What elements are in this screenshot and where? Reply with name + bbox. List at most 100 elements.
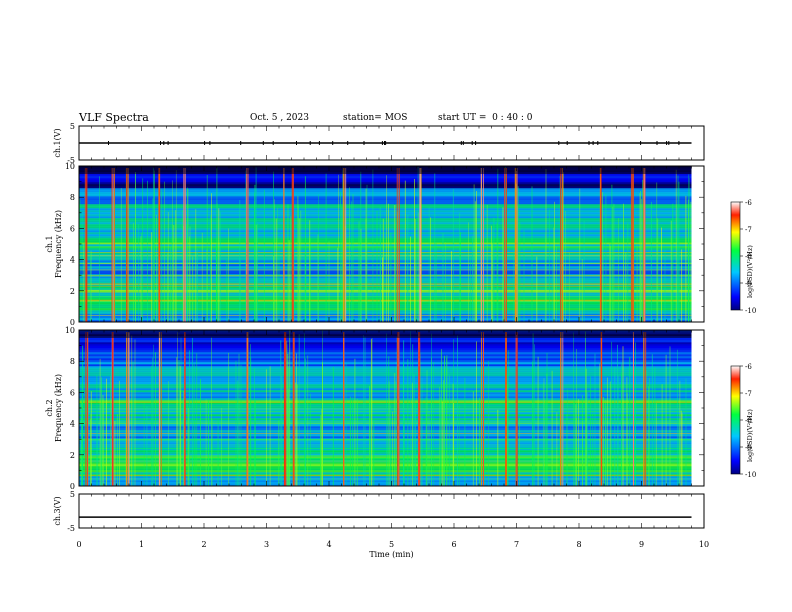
frequency-band [79, 262, 692, 265]
frequency-band [79, 212, 692, 215]
frequency-band [79, 282, 692, 285]
frequency-band [79, 310, 692, 313]
frequency-band [79, 250, 692, 253]
frequency-band [79, 396, 692, 399]
frequency-band [79, 292, 692, 295]
frequency-band [79, 242, 692, 245]
frequency-band [79, 252, 692, 255]
frequency-band [79, 312, 692, 315]
y-tick-label: 5 [70, 122, 75, 131]
frequency-band [79, 226, 692, 229]
frequency-band [79, 426, 692, 429]
frequency-band [79, 436, 692, 439]
frequency-band [79, 342, 692, 345]
frequency-band [79, 410, 692, 413]
frequency-band [79, 468, 692, 471]
frequency-band [79, 284, 692, 287]
frequency-band [79, 384, 692, 387]
frequency-band [79, 302, 692, 305]
frequency-band [79, 198, 692, 201]
y-axis-label-line: ch.1(V) [53, 128, 62, 157]
colorbar [730, 201, 741, 311]
frequency-band [79, 178, 692, 181]
frequency-band [79, 240, 692, 243]
y-axis-label: ch.1Frequency (kHz) [45, 210, 63, 278]
frequency-band [79, 482, 692, 485]
x-tick-label: 0 [76, 540, 81, 549]
colorbar-tick-label: -6 [745, 363, 752, 371]
x-tick-label: 6 [451, 540, 456, 549]
frequency-band [79, 370, 692, 373]
frequency-band [79, 300, 692, 303]
frequency-band [79, 296, 692, 299]
frequency-band [79, 484, 692, 487]
frequency-band [79, 472, 692, 475]
frequency-band [79, 438, 692, 441]
frequency-band [79, 272, 692, 275]
ch2-spectrogram-panel: -6 -7 -8 -9 -10 log(PSD)(V²/Hz) 0 2 4 6 8 10 ch.2Fre… [45, 326, 756, 491]
colorbar-tick-label: -6 [745, 199, 752, 207]
frequency-band [79, 376, 692, 379]
frequency-band [79, 440, 692, 443]
frequency-band [79, 190, 692, 193]
frequency-band [79, 424, 692, 427]
colorbar-tick-label: -8 [745, 253, 752, 261]
y-axis-label-line: ch.3(V) [53, 496, 62, 525]
y-tick-label: -5 [67, 524, 75, 533]
frequency-band [79, 216, 692, 219]
frequency-band [79, 386, 692, 389]
y-tick-label: -5 [67, 156, 75, 165]
frequency-band [79, 446, 692, 449]
frequency-band [79, 390, 692, 393]
frequency-band [79, 306, 692, 309]
y-axis-label-line: Frequency (kHz) [54, 210, 63, 278]
x-tick-label: 9 [639, 540, 644, 549]
ch1-spectrogram-panel: -6 -7 -8 -9 -10 log(PSD)(V²/Hz) 0 2 4 6 8 10 ch.1Fre… [45, 162, 756, 327]
x-tick-label: 7 [514, 540, 519, 549]
frequency-band [79, 320, 692, 323]
frequency-band [79, 428, 692, 431]
frequency-band [79, 308, 692, 311]
x-tick-label: 8 [576, 540, 581, 549]
ch1-voltage-panel: 5 -5 ch.1(V) [53, 122, 705, 165]
frequency-band [79, 218, 692, 221]
ch1-spectrogram-heatmap [79, 166, 692, 323]
frequency-band [79, 350, 692, 353]
frequency-band [79, 210, 692, 213]
frequency-band [79, 206, 692, 209]
frequency-band [79, 360, 692, 363]
frequency-band [79, 238, 692, 241]
y-tick-label: 4 [70, 256, 75, 265]
frequency-band [79, 254, 692, 257]
frequency-band [79, 266, 692, 269]
frequency-band [79, 432, 692, 435]
y-axis-label: ch.1(V) [53, 128, 62, 157]
frequency-band [79, 200, 692, 203]
frequency-band [79, 400, 692, 403]
y-axis-label: ch.2Frequency (kHz) [45, 374, 63, 442]
frequency-band [79, 340, 692, 343]
ch2-spectrogram-heatmap [79, 330, 692, 487]
y-tick-label: 2 [70, 287, 75, 296]
y-tick-label: 6 [70, 224, 75, 233]
frequency-band [79, 338, 692, 341]
y-tick-label: 2 [70, 451, 75, 460]
frequency-band [79, 346, 692, 349]
y-tick-label: 5 [70, 490, 75, 499]
frequency-band [79, 414, 692, 417]
colorbar [730, 365, 741, 475]
frequency-band [79, 248, 692, 251]
x-tick-label: 2 [201, 540, 206, 549]
y-tick-label: 0 [70, 318, 75, 327]
colorbar-label: log(PSD)(V²/Hz) [746, 409, 754, 462]
frequency-band [79, 420, 692, 423]
colorbar-tick-label: -7 [745, 390, 752, 398]
frequency-band [79, 388, 692, 391]
x-tick-label: 4 [326, 540, 331, 549]
frequency-band [79, 382, 692, 385]
frequency-band [79, 450, 692, 453]
frequency-band [79, 294, 692, 297]
frequency-band [79, 430, 692, 433]
colorbar-tick-label: -9 [745, 280, 752, 288]
